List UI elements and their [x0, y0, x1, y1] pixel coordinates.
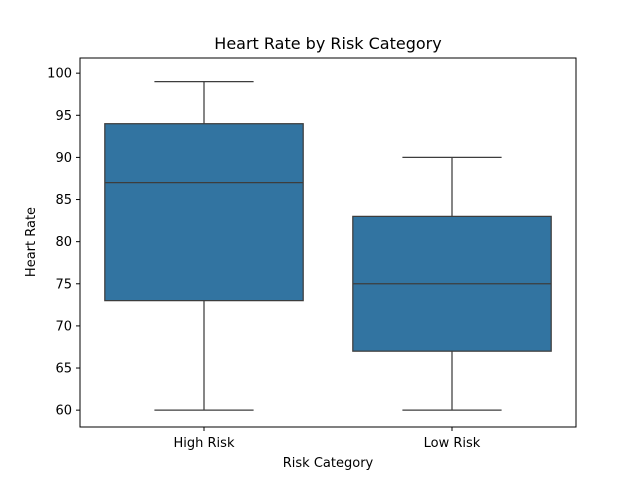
y-tick-label: 90: [55, 151, 72, 166]
y-tick-label: 95: [55, 109, 72, 124]
chart-title: Heart Rate by Risk Category: [214, 34, 441, 53]
y-tick-label: 75: [55, 277, 72, 292]
plot-frame: [79, 57, 577, 428]
x-axis: High Risk Low Risk: [174, 427, 481, 451]
y-tick-label: 65: [55, 362, 72, 377]
y-axis: 60 65 70 75 80 85 90 95 100: [47, 67, 80, 419]
y-tick-label: 70: [55, 319, 72, 334]
x-tick-label: High Risk: [174, 436, 235, 451]
y-tick-label: 80: [55, 235, 72, 250]
y-axis-label: Heart Rate: [24, 207, 39, 277]
y-tick-label: 100: [47, 67, 72, 82]
iqr-box: [104, 123, 304, 302]
y-tick-label: 85: [55, 193, 72, 208]
x-axis-label: Risk Category: [283, 456, 374, 471]
y-tick-label: 60: [55, 404, 72, 419]
box-low-risk: [352, 156, 552, 411]
x-tick-label: Low Risk: [424, 436, 481, 451]
box-high-risk: [104, 80, 304, 411]
boxes-group: [104, 80, 552, 411]
